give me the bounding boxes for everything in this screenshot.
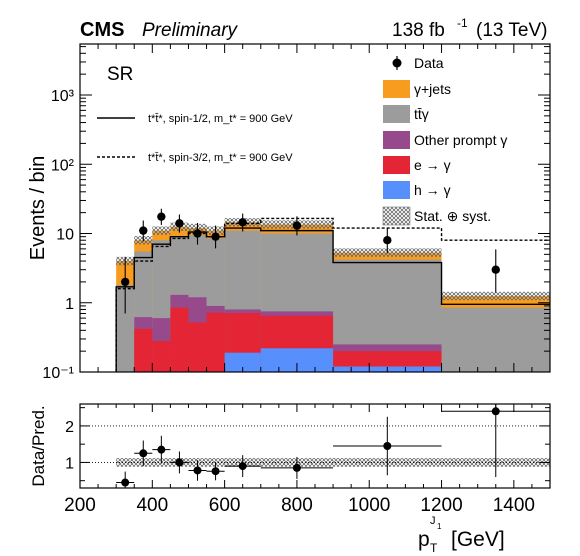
stacked-histogram [116,222,550,372]
ratio-point [491,407,500,416]
legend-swatch-stat-syst [382,206,411,226]
main-ytick-label: 1 [65,296,74,313]
signal-solid [115,227,550,372]
ratio-point [383,442,392,450]
ratio-frame [79,403,551,489]
ratio-point [292,463,301,472]
signal-label-spin-threehalf: t*t̄*, spin-3/2, m_t* = 900 GeV [148,152,293,164]
signal-lines [115,217,550,372]
legend-label-data: Data [414,55,444,71]
bar-e_to_gamma [188,322,207,372]
legend-label-h-to-gamma: h → γ [414,182,451,198]
xlabel-p: p [418,528,430,551]
xlabel-sup-1: 1 [437,522,442,531]
legend-label-other-prompt: Other prompt γ [414,132,507,148]
main-ytick-label: 10² [51,157,75,174]
data-point [193,229,202,238]
bar-e_to_gamma [134,328,153,372]
energy-label: (13 TeV) [476,20,547,41]
legend-swatch-h-to-gamma [383,181,410,199]
cms-label: CMS [80,19,124,41]
ratio-content [80,404,550,488]
xlabel-unit: [GeV] [451,528,505,551]
legend-swatch-ttgamma [383,105,410,123]
legend-label-ttgamma: tt̄γ [414,106,429,122]
legend-label-stat-syst: Stat. ⊕ syst. [414,208,491,224]
main-axis-ticks: 10⁻¹ 1 10 10² 10³ [42,44,551,382]
xlabel-sub-t: T [430,541,438,555]
ratio-point [211,467,220,476]
legend-swatch-e-to-gamma [383,156,410,174]
lumi-exponent: -1 [457,16,468,30]
xtick-label: 1400 [493,495,535,516]
bar-h_to_gamma [260,348,334,372]
signal-legend: t*t̄*, spin-1/2, m_t* = 900 GeV t*t̄*, s… [97,113,293,164]
ratio-point [139,449,148,458]
signal-label-spin-half: t*t̄*, spin-1/2, m_t* = 900 GeV [148,113,293,125]
legend-data: Data [392,55,444,71]
bar-ttgamma [441,307,550,372]
bar-ttgamma [116,285,135,372]
ratio-point [193,466,202,475]
data-point [238,218,247,227]
xlabel: p T J 1 [GeV] [418,515,505,555]
lumi-value: 138 fb [392,20,445,41]
data-points [120,208,500,314]
bar-e_to_gamma [170,307,189,372]
xtick-label: 600 [209,495,241,516]
xtick-label: 400 [136,495,168,516]
preliminary-label: Preliminary [142,20,239,41]
ratio-point [157,445,166,454]
region-label: SR [107,64,133,85]
bar-e_to_gamma [152,341,171,372]
data-point [120,277,130,287]
bar-e_to_gamma [206,312,225,372]
ratio-ytick-label: 1 [65,455,74,472]
legend-swatch-gamma-jets [383,80,410,98]
data-point [292,221,302,230]
ratio-point [238,462,247,471]
main-ylabel: Events / bin [27,156,49,261]
data-point [211,232,220,241]
band-segment [441,291,550,301]
xtick-label: 1200 [420,495,462,516]
xtick-label: 1000 [348,495,390,516]
ratio-ylabel: Data/Pred. [29,405,48,486]
signal-dashed [115,217,550,372]
ratio-point [121,478,130,487]
xlabel-sup-j: J [430,515,436,527]
ratio-point [175,458,184,467]
bar-h_to_gamma [224,352,261,372]
main-ytick-label: 10 [56,227,74,244]
data-point [383,236,392,245]
data-point [491,265,500,274]
legend-label-gamma-jets: γ+jets [414,81,451,97]
data-point [175,219,184,228]
main-ytick-label: 10⁻¹ [42,365,74,382]
main-frame [79,43,551,373]
xtick-label: 200 [64,495,96,516]
band-segment [152,226,171,235]
xtick-label: 800 [281,495,313,516]
background-legend: Data γ+jets tt̄γ Other prompt γ e → γ h … [382,55,507,226]
main-ytick-label: 10³ [51,88,75,105]
ratio-ytick-label: 2 [65,419,74,436]
data-point [157,212,166,221]
legend-label-e-to-gamma: e → γ [414,157,451,173]
legend-swatch-other-prompt [383,131,410,149]
data-point [139,226,148,235]
ratio-axis-ticks: 200 400 600 800 1000 1200 1400 1 2 [64,404,551,516]
